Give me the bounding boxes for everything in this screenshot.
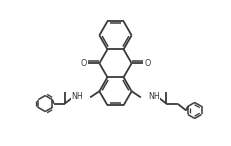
Text: O: O: [80, 59, 86, 68]
Text: NH: NH: [71, 92, 83, 101]
Text: NH: NH: [148, 92, 160, 101]
Text: O: O: [145, 59, 151, 68]
